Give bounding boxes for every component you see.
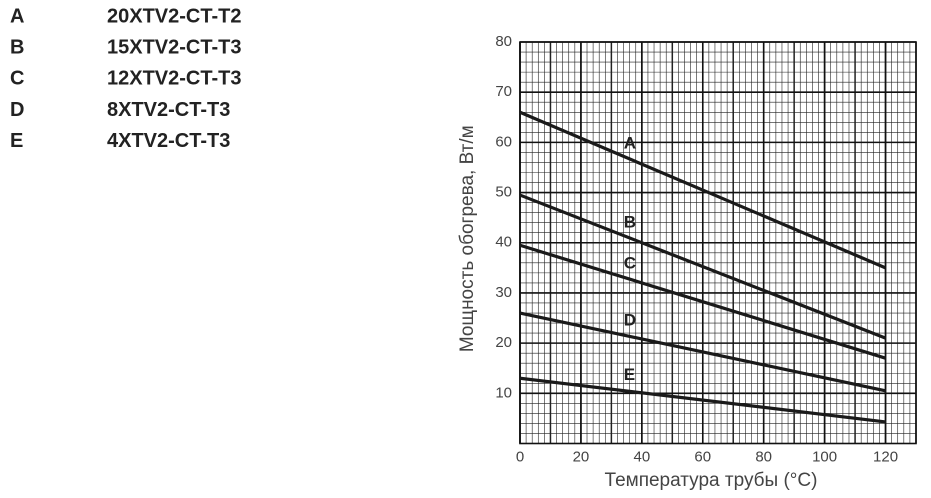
x-tick-label: 100 — [812, 448, 837, 465]
series-line — [519, 193, 887, 340]
x-tick-label: 80 — [755, 448, 772, 465]
y-tick-label: 10 — [495, 384, 512, 401]
y-axis-label: Мощность обогрева, Вт/м — [457, 125, 478, 352]
x-tick-label: 0 — [516, 448, 524, 465]
list-letter: D — [10, 99, 24, 121]
list-code: 8XTV2-CT-T3 — [107, 99, 230, 121]
series-line — [519, 110, 887, 270]
list-letter: A — [10, 5, 24, 27]
series-annotation: D — [624, 310, 636, 329]
list-code: 4XTV2-CT-T3 — [107, 130, 230, 152]
series-line — [519, 376, 886, 424]
y-tick-label: 50 — [495, 184, 512, 201]
y-tick-label: 20 — [495, 334, 512, 351]
x-tick-label: 20 — [573, 448, 590, 465]
list-code: 15XTV2-CT-T3 — [107, 36, 241, 58]
series-line — [519, 311, 886, 393]
y-tick-label: 60 — [495, 133, 512, 150]
y-tick-label: 40 — [495, 234, 512, 251]
x-tick-label: 40 — [634, 448, 651, 465]
series-annotation: B — [624, 213, 636, 232]
y-tick-label: 80 — [495, 33, 512, 50]
series-annotation: A — [624, 134, 636, 153]
series-line — [519, 243, 887, 360]
x-tick-label: 120 — [873, 448, 898, 465]
series-annotation: E — [624, 365, 635, 384]
plot-frame — [519, 41, 917, 445]
x-axis-label: Температура трубы (°C) — [605, 470, 818, 491]
list-letter: B — [10, 36, 24, 58]
y-tick-label: 30 — [495, 284, 512, 301]
series-annotation: C — [624, 254, 636, 273]
x-tick-label: 60 — [694, 448, 711, 465]
list-code: 12XTV2-CT-T3 — [107, 68, 241, 90]
list-code: 20XTV2-CT-T2 — [107, 5, 241, 27]
y-tick-label: 70 — [495, 83, 512, 100]
list-letter: C — [10, 68, 24, 90]
list-letter: E — [10, 130, 23, 152]
